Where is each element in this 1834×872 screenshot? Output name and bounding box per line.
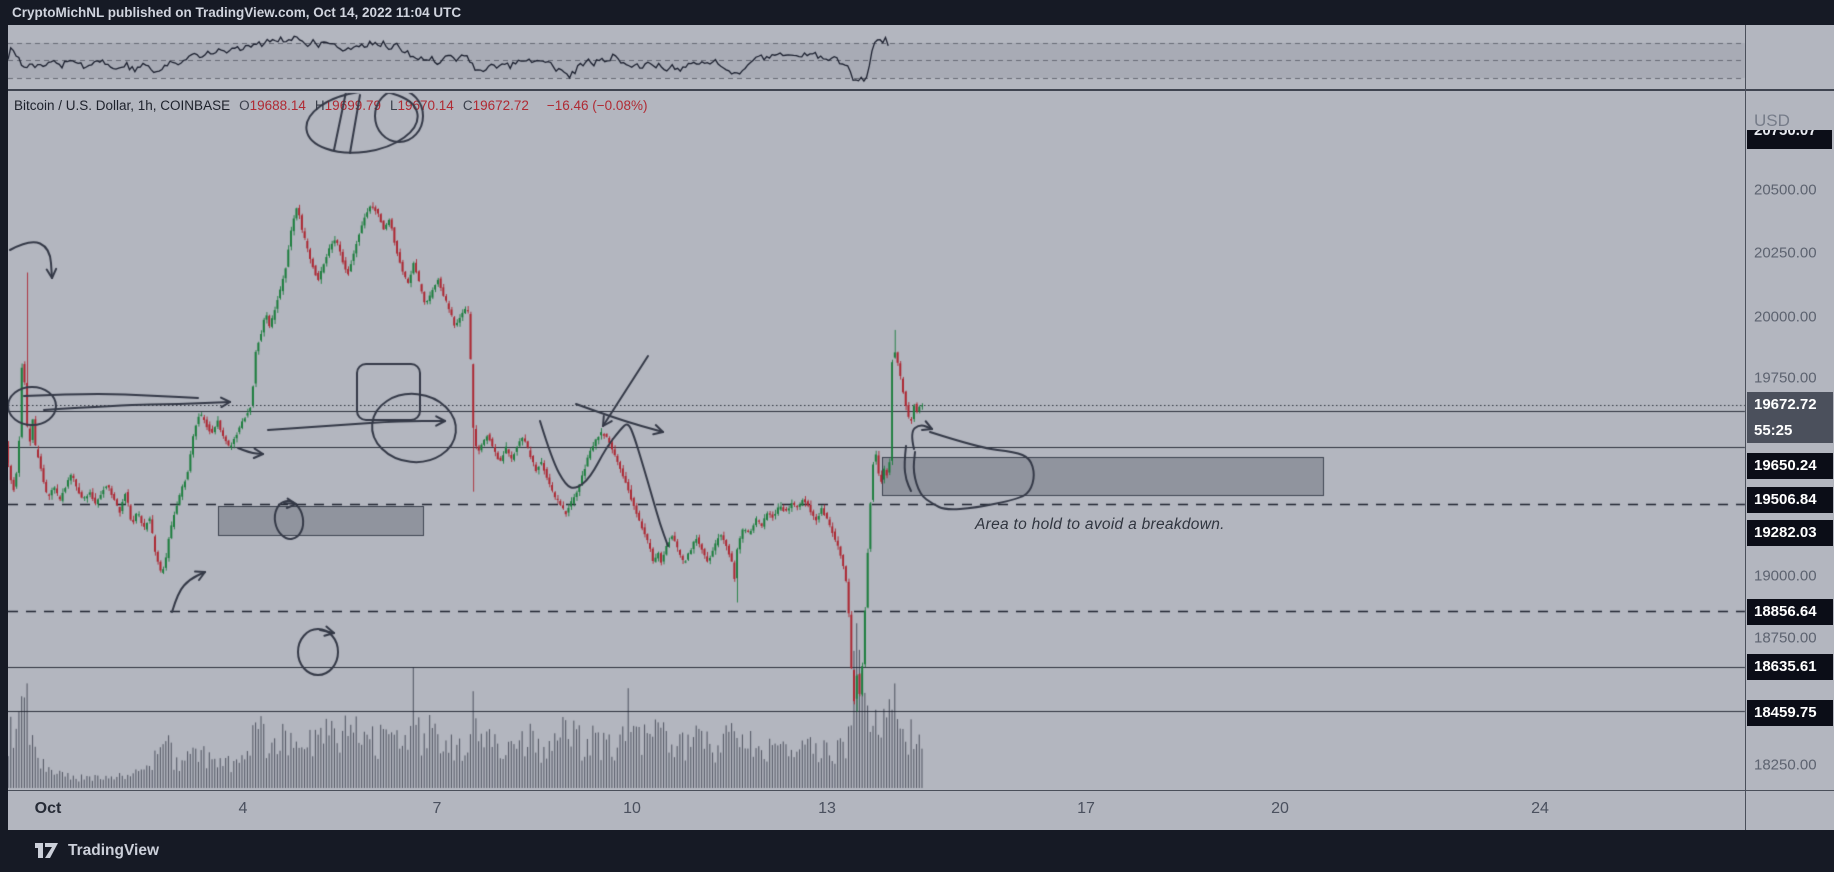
price-gridline-label: 19000.00 <box>1754 567 1817 585</box>
price-gridline-label: 18750.00 <box>1754 629 1817 647</box>
left-frame-strip <box>0 25 8 830</box>
price-gridline-label: 20500.00 <box>1754 181 1817 199</box>
current-price-label: 19672.72 55:25 <box>1747 392 1833 443</box>
footer-bar: TradingView <box>0 830 1834 872</box>
price-gridline-label: 19750.00 <box>1754 369 1817 387</box>
price-axis[interactable]: USD 20750.07 20500.00 20250.00 20000.00 197… <box>1745 25 1834 830</box>
price-level-label: 19282.03 <box>1747 520 1833 546</box>
price-level-label: 18459.75 <box>1747 700 1833 726</box>
attribution-bar: CryptoMichNL published on TradingView.co… <box>0 0 1834 25</box>
price-gridline-label: 20000.00 <box>1754 308 1817 326</box>
price-level-label: 18635.61 <box>1747 654 1833 680</box>
bar-countdown: 55:25 <box>1754 421 1793 439</box>
clipped-price-label: 20750.07 <box>1747 130 1832 149</box>
price-level-label: 19506.84 <box>1747 487 1833 513</box>
current-price-value: 19672.72 <box>1754 396 1817 413</box>
tradingview-logo-icon <box>35 843 58 858</box>
price-level-label: 19650.24 <box>1747 453 1833 479</box>
price-gridline-label: 18250.00 <box>1754 756 1817 774</box>
attribution-text: CryptoMichNL published on TradingView.co… <box>12 5 462 20</box>
pane-separator <box>0 89 1834 91</box>
tradingview-brand-text: TradingView <box>68 842 160 859</box>
price-axis-currency: USD <box>1754 111 1790 130</box>
price-level-label: 18856.64 <box>1747 599 1833 625</box>
price-gridline-label: 20250.00 <box>1754 244 1817 262</box>
